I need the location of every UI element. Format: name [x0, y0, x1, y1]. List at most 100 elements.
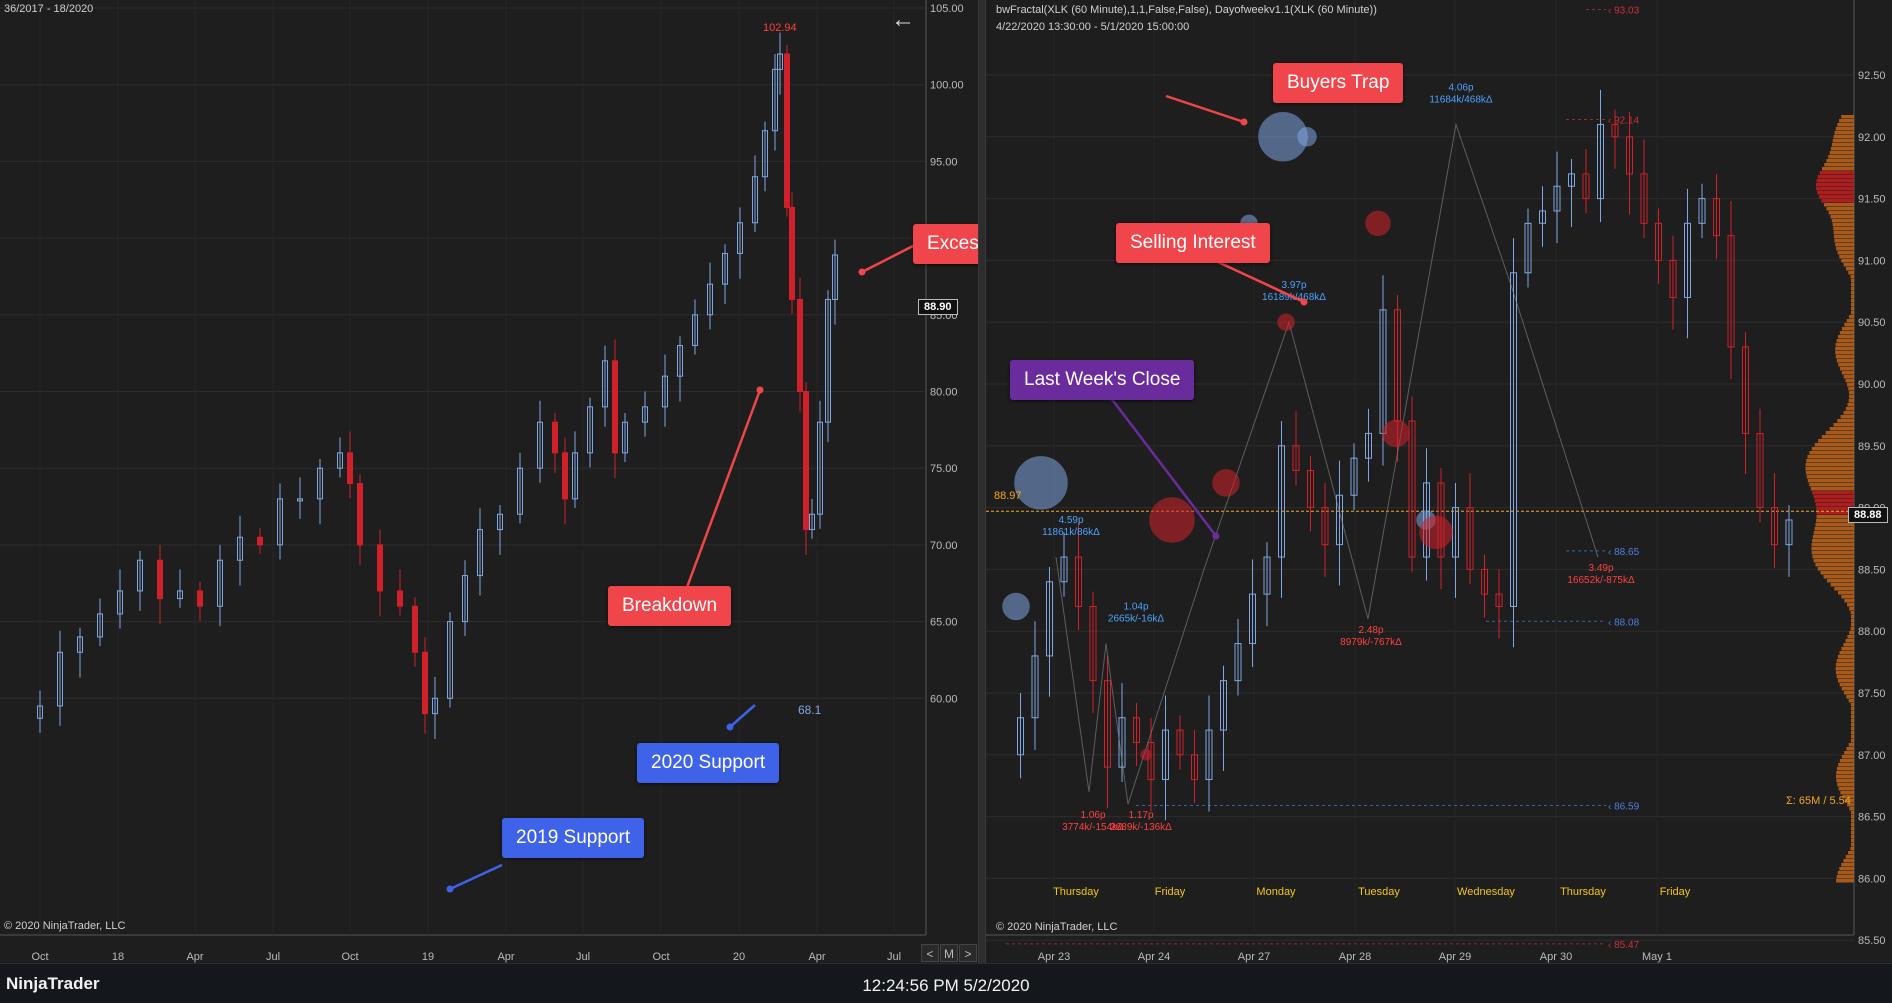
left-current-price-marker: 88.90 — [918, 299, 958, 315]
right-candle-body — [1640, 173, 1648, 224]
left-y-tick: 95.00 — [930, 156, 958, 168]
right-candle-body — [1669, 259, 1677, 298]
left-date-range: 36/2017 - 18/2020 — [4, 3, 94, 15]
right-candle-body — [1220, 680, 1227, 731]
volume-profile-bar — [1806, 459, 1854, 463]
right-callout-arrow — [1165, 94, 1245, 124]
volume-profile-bar — [1841, 595, 1854, 599]
right-copyright: © 2020 NinjaTrader, LLC — [996, 921, 1118, 933]
volume-profile-bar — [1813, 531, 1854, 535]
right-candle-body — [1292, 445, 1300, 472]
high-price-label: 102.94 — [763, 22, 797, 34]
right-price-chart[interactable]: 92.5092.0091.5091.0090.5090.0089.5089.00… — [986, 0, 1892, 963]
volume-profile-bar — [1840, 415, 1854, 419]
left-candle-body — [317, 467, 323, 500]
volume-profile-bar — [1851, 827, 1854, 831]
volume-profile-bar — [1832, 139, 1854, 143]
right-candle-body — [1568, 173, 1575, 187]
volume-profile-bar — [1848, 387, 1854, 391]
volume-profile-bar — [1836, 359, 1854, 363]
right-candle-body — [1539, 210, 1546, 224]
volume-profile-bar — [1836, 771, 1854, 775]
left-candle-body — [803, 391, 809, 531]
left-callout-arrowhead — [858, 268, 866, 276]
clock: 12:24:56 PM 5/2/2020 — [862, 976, 1030, 995]
left-price-chart[interactable]: 105.00100.0095.0090.0085.0080.0075.0070.… — [0, 0, 978, 963]
volume-profile-bar — [1825, 431, 1854, 435]
volume-profile-bar — [1812, 539, 1854, 543]
left-x-tick: 20 — [733, 951, 745, 963]
volume-profile-bar — [1819, 171, 1854, 175]
volume-profile-bar — [1833, 423, 1854, 427]
volume-profile-bar — [1834, 239, 1854, 243]
volume-profile-bar — [1816, 511, 1854, 515]
volume-profile-bar — [1805, 467, 1854, 471]
right-x-tick: Apr 27 — [1238, 951, 1270, 963]
right-y-tick: 91.50 — [1858, 194, 1886, 206]
volume-profile-bar — [1828, 211, 1854, 215]
fractal-label-volume: 8979k/-767kΔ — [1340, 637, 1402, 648]
volume-profile-bar — [1839, 867, 1854, 871]
volume-profile-bar — [1824, 163, 1854, 167]
left-candle-body — [722, 252, 728, 285]
volume-profile-bar — [1821, 167, 1854, 171]
weekday-label: Tuesday — [1358, 886, 1400, 898]
volume-profile-bar — [1814, 443, 1854, 447]
nav-prev-button[interactable]: < — [921, 944, 939, 962]
left-candle-body — [337, 452, 343, 469]
left-x-tick: 18 — [112, 951, 124, 963]
volume-profile-bar — [1843, 375, 1854, 379]
nav-mode-button[interactable]: M — [940, 944, 958, 962]
fractal-label-volume: 2665k/-16kΔ — [1108, 614, 1164, 625]
volume-profile-bar — [1851, 307, 1854, 311]
volume-profile-bar — [1845, 407, 1854, 411]
left-candle-body — [825, 298, 831, 423]
left-candle-body — [257, 536, 263, 546]
fractal-level-label: ‹ 92.14 — [1608, 115, 1640, 126]
volume-profile-bar — [1839, 683, 1854, 687]
volume-profile-bar — [1843, 643, 1854, 647]
back-arrow-icon[interactable]: ← — [891, 6, 915, 33]
right-chart-panel[interactable]: 92.5092.0091.5091.0090.5090.0089.5089.00… — [986, 0, 1892, 963]
left-y-tick: 70.00 — [930, 540, 958, 552]
left-y-tick: 100.00 — [930, 80, 964, 92]
volume-profile-bar — [1851, 723, 1854, 727]
left-candle-body — [622, 421, 628, 454]
volume-profile-bar — [1848, 271, 1854, 275]
low-price-label: 68.1 — [798, 703, 822, 717]
left-candle-body — [447, 621, 453, 699]
volume-bubble — [1212, 469, 1240, 497]
volume-profile-bar — [1849, 395, 1854, 399]
volume-profile-bar — [1811, 543, 1854, 547]
weekday-label: Thursday — [1053, 886, 1099, 898]
right-candle-body — [1162, 729, 1169, 781]
fractal-level-label: ‹ 88.65 — [1608, 547, 1640, 558]
volume-profile-bar — [1835, 663, 1854, 667]
panel-splitter[interactable] — [978, 0, 986, 963]
indicator-title: bwFractal(XLK (60 Minute),1,1,False,Fals… — [996, 4, 1377, 16]
volume-bubble — [1002, 592, 1030, 621]
volume-profile-bar — [1847, 383, 1854, 387]
volume-profile-bar — [1826, 207, 1854, 211]
nav-next-button[interactable]: > — [959, 944, 977, 962]
right-x-tick: Apr 23 — [1038, 951, 1070, 963]
volume-profile-bar — [1851, 623, 1854, 627]
volume-profile-bar — [1830, 583, 1854, 587]
volume-bubble — [1140, 749, 1152, 761]
fractal-label-value: 1.06p — [1080, 810, 1105, 821]
left-chart-panel[interactable]: 105.00100.0095.0090.0085.0080.0075.0070.… — [0, 0, 978, 963]
left-candle-body — [789, 206, 795, 300]
left-x-tick: Apr — [186, 951, 203, 963]
left-candle-body — [347, 452, 353, 485]
right-candle-body — [1684, 222, 1691, 298]
zigzag-line — [1055, 122, 1599, 805]
volume-profile-bar — [1816, 507, 1854, 511]
volume-profile-bar — [1815, 183, 1854, 187]
left-callout-arrow — [729, 704, 756, 728]
right-candle-body — [1727, 235, 1735, 348]
left-candle-body — [777, 53, 783, 70]
fractal-label-volume: 2689k/-136kΔ — [1110, 822, 1172, 833]
right-candle-body — [1524, 222, 1532, 274]
right-date-range: 4/22/2020 13:30:00 - 5/1/2020 15:00:00 — [996, 21, 1190, 33]
volume-bubble — [1149, 497, 1195, 543]
